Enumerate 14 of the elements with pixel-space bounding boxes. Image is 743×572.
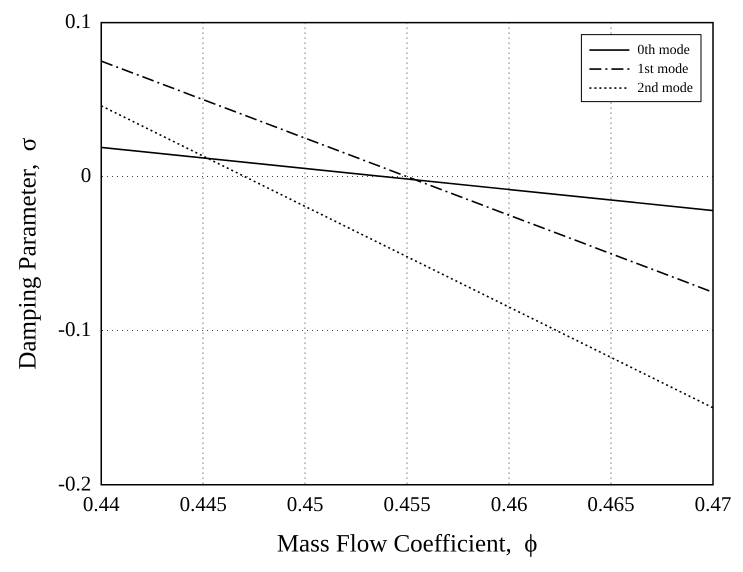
x-tick-label: 0.455	[383, 492, 431, 516]
y-tick-label: 0.1	[64, 9, 92, 34]
x-axis-title: Mass Flow Coefficient, ϕ	[276, 530, 538, 558]
legend-label: 1st mode	[637, 62, 688, 77]
y-axis-title: Damping Parameter, σ	[14, 137, 42, 370]
y-tick-label: 0	[80, 163, 92, 188]
x-tick-label: 0.46	[490, 492, 528, 516]
x-tick-label: 0.465	[587, 492, 635, 516]
y-tick-label: -0.1	[58, 317, 92, 342]
legend-label: 0th mode	[637, 42, 690, 58]
x-tick-label: 0.47	[694, 492, 732, 516]
legend-label: 2nd mode	[637, 80, 694, 96]
x-tick-label: 0.445	[180, 492, 227, 516]
x-tick-label: 0.45	[286, 492, 324, 516]
